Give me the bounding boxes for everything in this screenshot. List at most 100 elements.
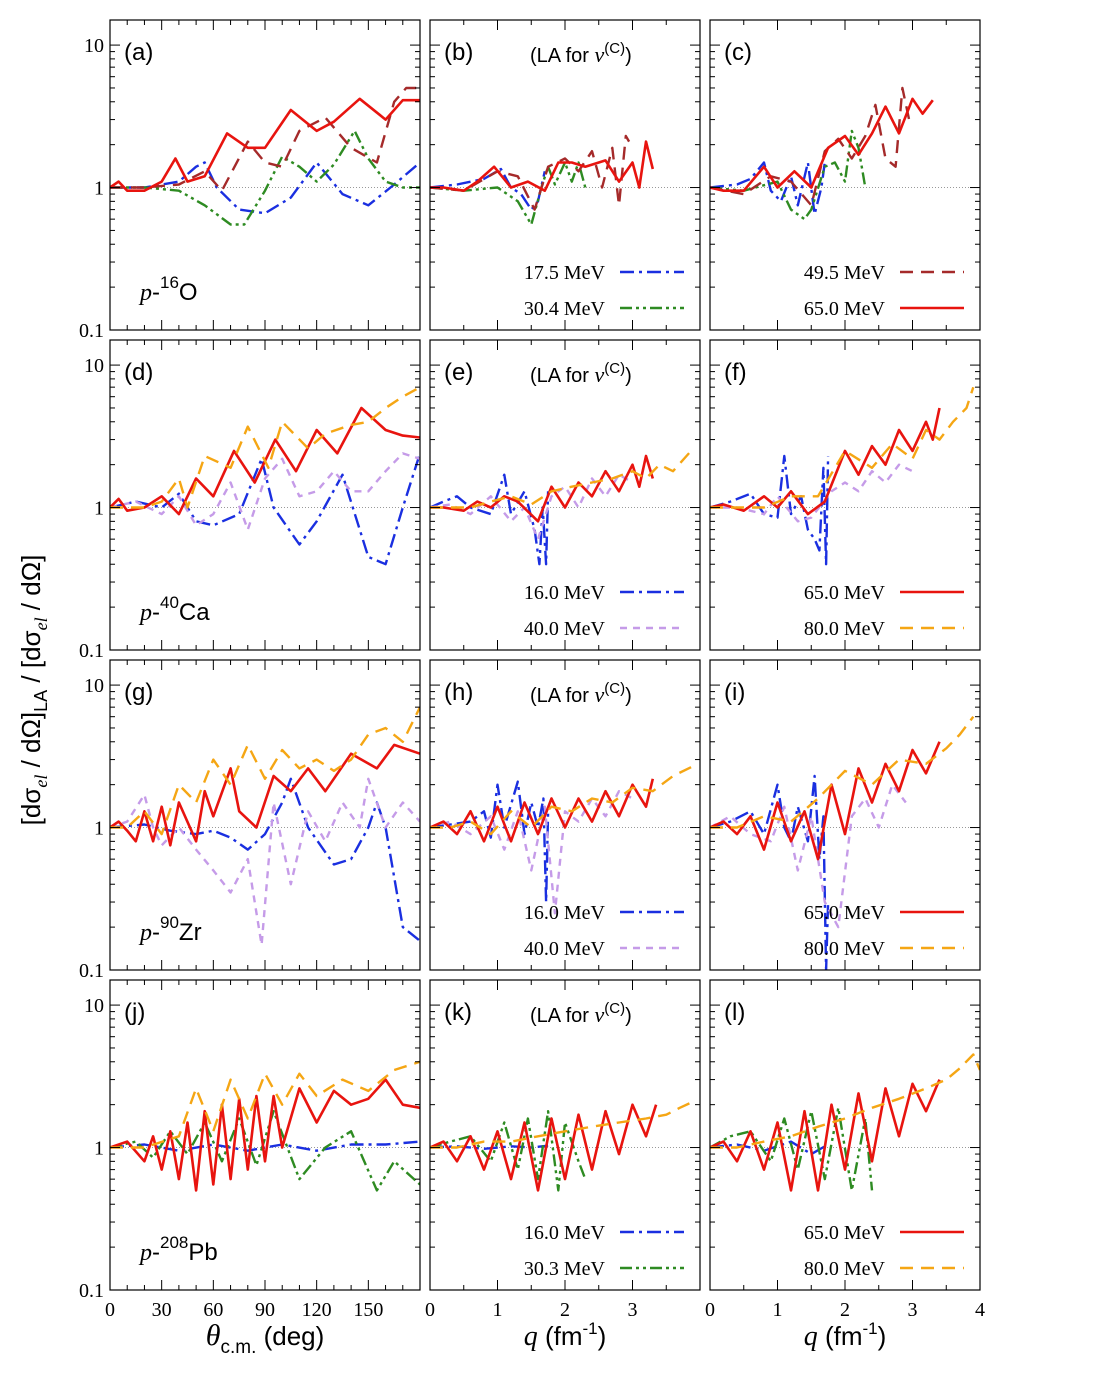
- legend-label: 16.0 MeV: [524, 1222, 606, 1244]
- series-line-30-3: [110, 1110, 420, 1192]
- series-line-30-4: [110, 129, 420, 226]
- series-line-49-5: [710, 86, 911, 207]
- x-tick-label: 90: [255, 1299, 275, 1321]
- series-line-65-0: [110, 1078, 420, 1192]
- x-tick-label: 1: [773, 1299, 783, 1321]
- series-line-80-0: [710, 386, 975, 509]
- x-tick-label: 3: [628, 1299, 638, 1321]
- series-group: [110, 386, 420, 566]
- la-note: (LA for v(C)): [530, 1000, 632, 1027]
- y-tick-label: 10: [84, 355, 104, 377]
- nucleus-label: p-16O: [138, 273, 198, 306]
- legend-label: 40.0 MeV: [524, 938, 606, 960]
- panel-label: (a): [124, 39, 153, 66]
- series-group: [710, 1053, 980, 1192]
- panel-l: 0 1 2 3 4 (l) 65.0 MeV 80.0 MeV: [705, 979, 985, 1321]
- legend-label: 30.3 MeV: [524, 1258, 606, 1280]
- x-tick-label: 0: [705, 1299, 715, 1321]
- panel-label: (h): [444, 679, 473, 706]
- legend-label: 65.0 MeV: [804, 902, 886, 924]
- y-tick-label: 10: [84, 35, 104, 57]
- series-line-65-0: [430, 454, 655, 523]
- y-tick-label: 0.1: [79, 1280, 104, 1302]
- y-tick-label: 10: [84, 675, 104, 697]
- y-tick-label: 1: [94, 178, 104, 200]
- series-group: [430, 134, 655, 226]
- legend-label: 80.0 MeV: [804, 1258, 886, 1280]
- panel-label: (c): [724, 39, 752, 66]
- panel-d: 10 1 0.1 (d) p-40Ca: [79, 339, 421, 662]
- legend-label: 16.0 MeV: [524, 582, 606, 604]
- series-line-65-0: [430, 778, 655, 843]
- series-line-16-0: [710, 774, 830, 970]
- legend-label: 40.0 MeV: [524, 618, 606, 640]
- series-group: [710, 715, 975, 970]
- series-line-40-0: [430, 790, 634, 915]
- series-line-65-0: [710, 407, 941, 516]
- legend-label: 80.0 MeV: [804, 618, 886, 640]
- series-group: [430, 1100, 694, 1192]
- x-tick-label: 120: [302, 1299, 332, 1321]
- y-axis-label: [dσel / dΩ]LA / [dσel / dΩ]: [16, 555, 51, 826]
- series-line-65-0: [710, 97, 934, 192]
- series-group: [110, 1060, 420, 1192]
- axis-labels: [dσel / dΩ]LA / [dσel / dΩ] θc.m. (deg) q …: [16, 555, 886, 1358]
- y-tick-label: 10: [84, 995, 104, 1017]
- la-note: (LA for v(C)): [530, 680, 632, 707]
- panel-c: (c) 49.5 MeV 65.0 MeV: [709, 19, 981, 331]
- series-line-16-0: [110, 453, 420, 566]
- series-line-30-4: [710, 129, 867, 221]
- panel-a: 10 1 0.1 (a) p-16O: [79, 19, 421, 342]
- series-line-16-0: [710, 1140, 829, 1156]
- x-tick-label: 3: [908, 1299, 918, 1321]
- panel-label: (l): [724, 999, 745, 1026]
- x-tick-label: 2: [840, 1299, 850, 1321]
- series-line-80-0: [110, 386, 420, 509]
- series-line-80-0: [110, 1060, 420, 1149]
- series-line-30-4: [430, 161, 587, 226]
- series-line-65-0: [710, 1079, 941, 1192]
- series-line-65-0: [430, 1103, 658, 1192]
- series-line-30-3: [430, 1110, 587, 1192]
- la-note: (LA for v(C)): [530, 360, 632, 387]
- x-tick-label: 150: [353, 1299, 383, 1321]
- panel-label: (j): [124, 999, 145, 1026]
- panel-label: (b): [444, 39, 473, 66]
- panel-j: 10 1 0.10 30 60 90 120 150 (j) p-208Pb: [79, 979, 421, 1321]
- y-tick-label: 1: [94, 818, 104, 840]
- series-line-16-0: [710, 454, 830, 566]
- legend-label: 17.5 MeV: [524, 262, 606, 284]
- series-line-80-0: [710, 715, 975, 829]
- legend-label: 16.0 MeV: [524, 902, 606, 924]
- series-line-16-0: [430, 780, 550, 904]
- la-note: (LA for v(C)): [530, 40, 632, 67]
- nucleus-label: p-208Pb: [138, 1233, 218, 1266]
- y-tick-label: 1: [94, 498, 104, 520]
- panel-label: (e): [444, 359, 473, 386]
- legend-label: 30.4 MeV: [524, 298, 606, 320]
- panel-label: (f): [724, 359, 747, 386]
- series-line-65-0: [430, 140, 655, 192]
- x-tick-label: 30: [152, 1299, 172, 1321]
- series-group: [430, 447, 695, 566]
- x-tick-label: 60: [203, 1299, 223, 1321]
- panel-g: 10 1 0.1 (g) p-90Zr: [79, 659, 421, 982]
- series-line-49-5: [110, 86, 420, 192]
- legend-label: 49.5 MeV: [804, 262, 886, 284]
- x-tick-label: 1: [493, 1299, 503, 1321]
- series-line-16-0: [430, 1144, 549, 1150]
- x-tick-label: 0: [425, 1299, 435, 1321]
- panel-label: (g): [124, 679, 153, 706]
- series-line-17-5: [710, 161, 826, 216]
- legend-label: 65.0 MeV: [804, 1222, 886, 1244]
- series-line-40-0: [710, 463, 914, 523]
- x-tick-label: 0: [105, 1299, 115, 1321]
- y-tick-label: 0.1: [79, 640, 104, 662]
- series-line-65-0: [710, 741, 941, 861]
- nucleus-label: p-90Zr: [138, 913, 202, 946]
- series-line-40-0: [430, 473, 634, 541]
- series-group: [110, 86, 420, 226]
- series-line-17-5: [430, 167, 546, 211]
- x-tick-label: 4: [975, 1299, 985, 1321]
